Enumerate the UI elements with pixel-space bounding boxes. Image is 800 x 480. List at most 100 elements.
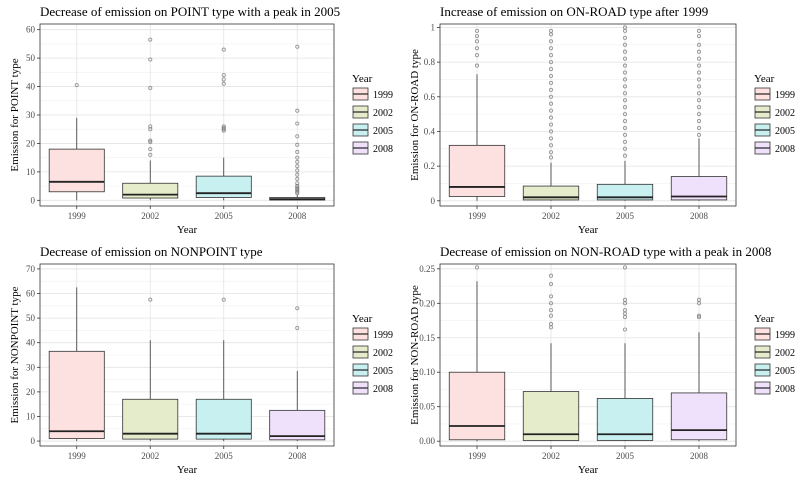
box-2002 (122, 398, 179, 440)
x-tick-label: 2005 (215, 211, 234, 221)
outlier-point (548, 101, 554, 106)
y-tick-label: 60 (26, 25, 36, 35)
x-tick-label: 2005 (616, 451, 635, 461)
outlier-point (295, 155, 300, 160)
chart-on-road-svg: 0 0.2 0.4 0.6 0.8 1 1999 2002 2005 2008 Increase o… (409, 4, 795, 236)
outlier-point (295, 121, 300, 126)
outlier-point (548, 28, 554, 33)
outlier-point (148, 85, 153, 91)
outlier-point (474, 28, 480, 33)
box-1999 (48, 350, 105, 440)
plot-border (439, 263, 737, 447)
x-tick-label: 2002 (542, 451, 560, 461)
legend-label: 2005 (775, 126, 795, 137)
legend-label: 1999 (373, 90, 393, 101)
outlier-point (696, 98, 702, 103)
outlier-point (548, 67, 554, 72)
legend-item-1999: 1999 (352, 327, 393, 341)
outlier-point (295, 164, 300, 169)
chart-title: Decrease of emission on NONPOINT type (40, 244, 263, 259)
outlier-point (148, 138, 153, 143)
outlier-point (148, 147, 153, 152)
outlier-point (622, 125, 628, 131)
chart-title: Decrease of emission on NON-ROAD type wi… (440, 244, 771, 259)
outlier-point (221, 297, 226, 302)
outlier-point (548, 129, 554, 134)
legend-label: 2005 (373, 126, 393, 137)
box-1999 (448, 371, 506, 441)
y-tick-label: 0.25 (419, 264, 435, 274)
box-1999 (448, 144, 506, 197)
x-tick-label: 2005 (616, 211, 635, 221)
outlier-point (622, 42, 628, 47)
box-2005 (195, 398, 252, 440)
outlier-point (622, 91, 628, 96)
y-tick-label: 40 (26, 338, 36, 348)
y-tick-label: 0 (31, 436, 36, 446)
x-tick-label: 2002 (141, 211, 159, 221)
legend-label: 2008 (775, 144, 795, 155)
outlier-point (295, 159, 300, 164)
outlier-point (474, 265, 480, 270)
x-tick-label: 1999 (68, 451, 87, 461)
outlier-point (696, 84, 702, 89)
outlier-point (622, 327, 628, 332)
chart-nonpoint: 0 10 20 30 40 50 60 70 1999 2002 2005 2008 Decrease … (0, 240, 400, 480)
outlier-point (474, 34, 480, 39)
y-tick-label: 0.20 (419, 298, 435, 308)
outlier-point (696, 63, 702, 68)
outlier-point (548, 46, 554, 51)
outlier-point (295, 325, 300, 330)
outlier-point (548, 150, 554, 155)
y-axis-label: Emission for ON-ROAD type (409, 49, 421, 181)
legend-label: 2008 (373, 384, 393, 395)
outlier-point (622, 56, 628, 61)
outlier-point (548, 73, 554, 79)
legend-item-2002: 2002 (754, 345, 795, 359)
outlier-point (221, 47, 226, 52)
outlier-point (548, 94, 554, 99)
legend-label: 1999 (775, 330, 795, 341)
outlier-point (474, 63, 480, 68)
outlier-point (622, 49, 628, 54)
legend-item-2005: 2005 (352, 363, 393, 377)
outlier-point (548, 108, 554, 113)
legend-item-2005: 2005 (352, 123, 393, 137)
legend-item-2008: 2008 (352, 381, 393, 395)
outlier-point (295, 149, 300, 155)
box-2008 (269, 409, 326, 441)
legend-label: 2008 (373, 144, 393, 155)
legend-title: Year (352, 313, 373, 325)
outlier-point (696, 119, 702, 124)
outlier-point (548, 155, 554, 160)
outlier-point (622, 132, 628, 137)
y-tick-label: 0 (31, 195, 36, 205)
legend-item-2002: 2002 (754, 105, 795, 119)
y-tick-label: 40 (26, 82, 36, 92)
outlier-point (295, 185, 300, 190)
y-tick-label: 0.10 (419, 367, 435, 377)
x-tick-label: 2002 (542, 211, 560, 221)
outlier-point (148, 124, 153, 129)
legend-item-1999: 1999 (352, 87, 393, 101)
outlier-point (548, 136, 554, 141)
outlier-point (548, 60, 554, 65)
outlier-point (295, 306, 300, 311)
y-tick-label: 0.8 (424, 57, 436, 67)
outlier-point (548, 80, 554, 85)
y-axis-label: Emission for NONPOINT type (9, 286, 21, 423)
y-tick-label: 20 (26, 387, 36, 397)
y-tick-label: 0.2 (424, 161, 435, 171)
outlier-point (548, 39, 554, 44)
legend-item-2005: 2005 (754, 123, 795, 137)
outlier-point (295, 108, 300, 113)
y-axis-label: Emission for NON-ROAD type (409, 285, 421, 425)
y-tick-label: 30 (26, 110, 36, 120)
outlier-point (295, 168, 300, 173)
box-2008 (670, 176, 728, 201)
legend-title: Year (352, 73, 373, 85)
outlier-point (696, 70, 702, 75)
outlier-point (295, 176, 300, 182)
y-tick-label: 50 (26, 53, 36, 63)
legend-item-1999: 1999 (754, 87, 795, 101)
